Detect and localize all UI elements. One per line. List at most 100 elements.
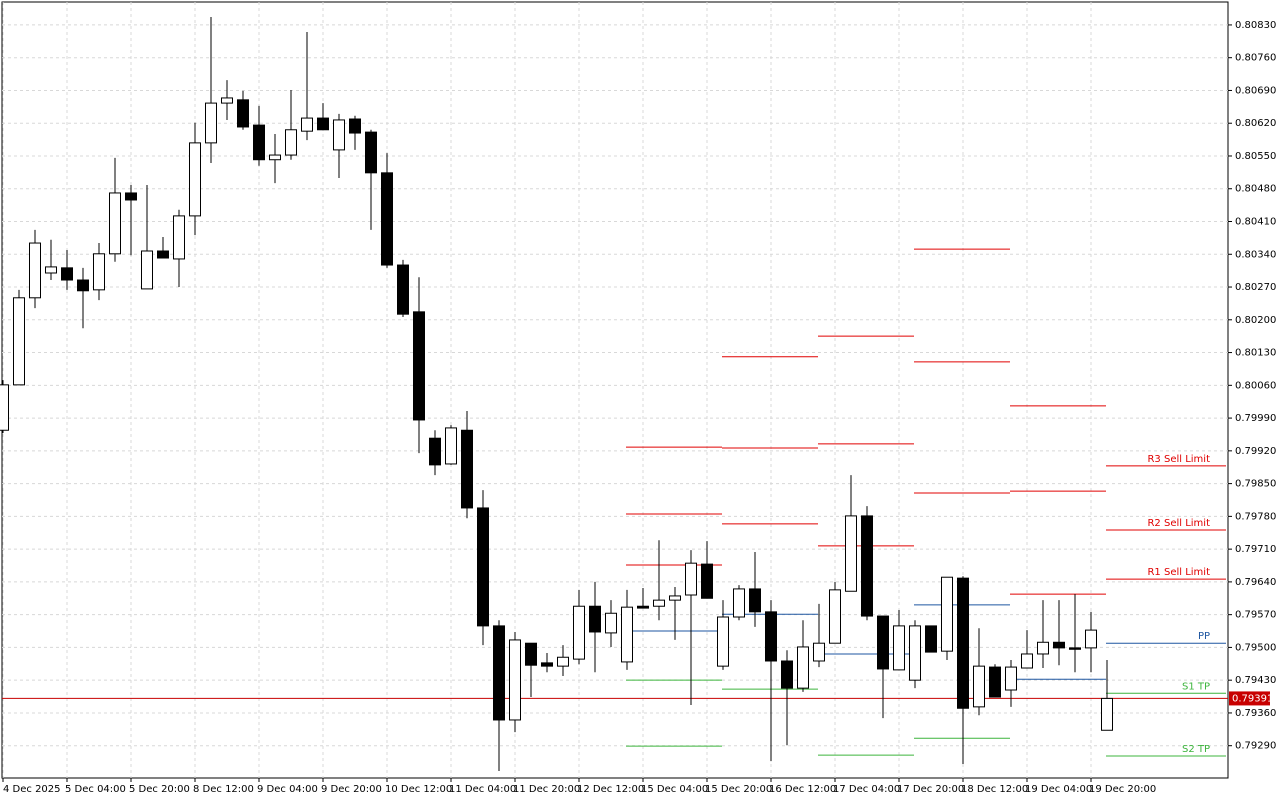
candle-body <box>797 646 809 689</box>
candle-body <box>781 660 793 689</box>
y-tick-label: 0.79780 <box>1235 511 1276 522</box>
y-tick-label: 0.79990 <box>1235 413 1276 424</box>
y-tick-label: 0.79290 <box>1235 741 1276 752</box>
candle-body <box>285 129 297 156</box>
x-tick-label: 10 Dec 12:00 <box>385 784 452 795</box>
y-tick-label: 0.79500 <box>1235 642 1276 653</box>
candle-body <box>29 242 41 299</box>
candle-body <box>845 515 857 592</box>
candle-body <box>685 562 697 596</box>
candle-body <box>765 611 777 662</box>
candle-body <box>1005 666 1017 691</box>
x-tick-label: 15 Dec 04:00 <box>641 784 708 795</box>
candle-body <box>877 615 889 670</box>
candle-body <box>1053 641 1065 649</box>
candle-body <box>61 267 73 281</box>
x-tick-label: 9 Dec 04:00 <box>257 784 318 795</box>
candle-body <box>1069 647 1081 650</box>
candle-body <box>333 119 345 151</box>
y-tick-label: 0.80200 <box>1235 315 1276 326</box>
x-tick-label: 8 Dec 12:00 <box>193 784 254 795</box>
y-tick-label: 0.79850 <box>1235 479 1276 490</box>
candle-body <box>301 117 313 132</box>
candle-body <box>237 99 249 128</box>
candle-body <box>749 588 761 613</box>
order-level-label: R2 Sell Limit <box>1147 518 1210 529</box>
order-level-label: R1 Sell Limit <box>1147 567 1210 578</box>
y-tick-label: 0.80060 <box>1235 380 1276 391</box>
candle-body <box>317 117 329 131</box>
order-level-label: S1 TP <box>1182 681 1210 692</box>
candle-body <box>957 577 969 709</box>
candle-body <box>253 124 265 161</box>
y-tick-label: 0.79920 <box>1235 446 1276 457</box>
y-tick-label: 0.79430 <box>1235 675 1276 686</box>
x-tick-label: 18 Dec 12:00 <box>961 784 1028 795</box>
x-tick-label: 19 Dec 04:00 <box>1025 784 1092 795</box>
candle-body <box>733 588 745 618</box>
y-tick-label: 0.80760 <box>1235 53 1276 64</box>
y-tick-label: 0.80130 <box>1235 348 1276 359</box>
grid <box>2 2 1228 778</box>
candle-body <box>509 639 521 721</box>
candle-body <box>13 297 25 386</box>
candle-body <box>605 612 617 634</box>
candle-body <box>973 665 985 708</box>
candle-body <box>1085 629 1097 649</box>
candle-body <box>0 384 9 431</box>
candle-body <box>589 605 601 633</box>
candle-body <box>621 606 633 663</box>
candle-body <box>429 437 441 466</box>
x-tick-label: 16 Dec 12:00 <box>769 784 836 795</box>
y-tick-label: 0.80340 <box>1235 249 1276 260</box>
y-tick-label: 0.80830 <box>1235 20 1276 31</box>
x-tick-label: 9 Dec 20:00 <box>321 784 382 795</box>
candle-body <box>397 264 409 315</box>
candle-body <box>829 589 841 644</box>
current-price-tag <box>1229 691 1270 706</box>
candle-body <box>925 625 937 653</box>
candle-body <box>445 427 457 465</box>
candle-body <box>1021 653 1033 669</box>
order-level-label: S2 TP <box>1182 744 1210 755</box>
candle-body <box>861 515 873 617</box>
candle-body <box>381 172 393 266</box>
x-tick-label: 11 Dec 04:00 <box>449 784 516 795</box>
y-tick-label: 0.79710 <box>1235 544 1276 555</box>
candle-body <box>45 266 57 274</box>
candle-body <box>173 215 185 260</box>
candle-body <box>637 605 649 609</box>
x-tick-label: 5 Dec 20:00 <box>129 784 190 795</box>
y-tick-label: 0.79360 <box>1235 708 1276 719</box>
y-tick-label: 0.80480 <box>1235 184 1276 195</box>
y-tick-label: 0.80690 <box>1235 85 1276 96</box>
candle-body <box>365 131 377 174</box>
y-tick-label: 0.80620 <box>1235 118 1276 129</box>
candle-body <box>989 666 1001 698</box>
candle-body <box>573 605 585 660</box>
candle-body <box>349 118 361 134</box>
current-price-label: 0.79391 <box>1232 693 1273 704</box>
candle-body <box>205 102 217 144</box>
y-tick-label: 0.79640 <box>1235 577 1276 588</box>
candle-body <box>717 616 729 667</box>
candle-body <box>653 599 665 607</box>
candle-body <box>109 192 121 255</box>
x-tick-label: 15 Dec 20:00 <box>705 784 772 795</box>
candle-body <box>813 642 825 662</box>
x-tick-label: 17 Dec 20:00 <box>897 784 964 795</box>
candle-body <box>461 429 473 509</box>
y-tick-label: 0.80270 <box>1235 282 1276 293</box>
candle-body <box>413 311 425 421</box>
y-tick-label: 0.79570 <box>1235 610 1276 621</box>
order-level-label: PP <box>1198 631 1210 642</box>
x-tick-label: 17 Dec 04:00 <box>833 784 900 795</box>
candle-body <box>141 250 153 290</box>
candle-body <box>189 142 201 217</box>
y-tick-label: 0.80410 <box>1235 217 1276 228</box>
candle-body <box>77 279 89 292</box>
x-tick-label: 12 Dec 12:00 <box>577 784 644 795</box>
x-tick-label: 5 Dec 04:00 <box>65 784 126 795</box>
candle-body <box>1101 697 1113 731</box>
